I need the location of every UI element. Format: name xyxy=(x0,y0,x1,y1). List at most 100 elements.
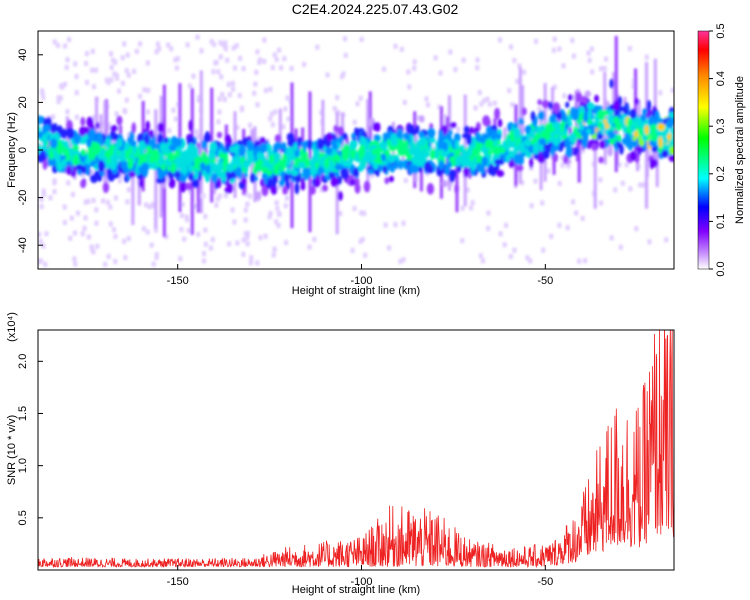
heatmap-cell xyxy=(145,120,150,131)
heatmap-cell xyxy=(145,229,150,235)
heatmap-cell xyxy=(216,69,221,75)
heatmap-cell xyxy=(589,46,594,52)
heatmap-cell xyxy=(203,133,212,143)
heatmap-cell xyxy=(160,153,165,164)
heatmap-cell xyxy=(88,150,95,160)
heatmap-cell xyxy=(218,54,223,60)
heatmap-cell xyxy=(114,111,119,117)
heatmap-cell xyxy=(187,83,192,89)
heatmap-cell xyxy=(476,162,482,173)
heatmap-cell xyxy=(598,156,604,164)
heatmap-cell xyxy=(598,66,603,72)
heatmap-cell xyxy=(285,95,290,101)
heatmap-cell xyxy=(229,146,237,153)
heatmap-cell xyxy=(128,171,136,178)
heatmap-cell xyxy=(537,99,542,106)
heatmap-cell xyxy=(243,207,248,213)
heatmap-cell xyxy=(381,66,386,72)
heatmap-cell xyxy=(38,238,43,244)
heatmap-cell xyxy=(302,61,307,67)
heatmap-cell xyxy=(562,93,567,99)
heatmap-cell xyxy=(475,131,481,143)
heatmap-cell xyxy=(642,108,648,116)
heatmap-cell xyxy=(512,127,521,138)
heatmap-cell xyxy=(361,156,370,164)
heatmap-cell xyxy=(557,222,562,228)
heatmap-cell xyxy=(48,195,53,201)
heatmap-cell xyxy=(496,133,502,140)
heatmap-cell xyxy=(518,67,522,184)
heatmap-cell xyxy=(63,43,68,49)
heatmap-cell xyxy=(43,124,51,133)
heatmap-cell xyxy=(168,178,176,189)
heatmap-cell xyxy=(86,198,91,204)
heatmap-cell xyxy=(283,203,288,209)
heatmap-cell xyxy=(90,141,97,151)
heatmap-cell xyxy=(431,146,436,152)
heatmap-cell xyxy=(194,129,199,135)
heatmap-cell xyxy=(119,173,124,179)
heatmap-cell xyxy=(67,37,72,43)
heatmap-cell xyxy=(637,99,641,132)
heatmap-cell xyxy=(235,125,240,131)
heatmap-cell xyxy=(173,116,178,122)
heatmap-cell xyxy=(409,139,415,150)
heatmap-cell xyxy=(529,203,534,209)
heatmap-cell xyxy=(604,56,609,62)
heatmap-cell xyxy=(178,256,183,262)
heatmap-cell xyxy=(275,206,280,212)
heatmap-cell xyxy=(86,234,91,240)
heatmap-cell xyxy=(185,182,192,191)
heatmap-cell xyxy=(276,223,281,229)
heatmap-cell xyxy=(475,65,480,71)
heatmap-cell xyxy=(597,109,605,120)
heatmap-cell xyxy=(307,244,312,250)
heatmap-cell xyxy=(191,73,196,79)
heatmap-cell xyxy=(123,109,128,115)
heatmap-cell xyxy=(94,207,99,213)
heatmap-cell xyxy=(226,81,231,87)
heatmap-cell xyxy=(387,245,392,251)
heatmap-cell xyxy=(169,46,174,52)
heatmap-cell xyxy=(223,43,228,49)
heatmap-cell xyxy=(115,75,120,81)
heatmap-cell xyxy=(442,141,449,152)
heatmap-cell xyxy=(293,142,298,152)
heatmap-cell xyxy=(577,258,582,264)
heatmap-cell xyxy=(575,92,583,103)
heatmap-cell xyxy=(186,144,194,155)
heatmap-cell xyxy=(202,258,207,264)
heatmap-cell xyxy=(112,154,120,161)
heatmap-cell xyxy=(574,210,579,216)
heatmap-cell xyxy=(42,191,47,197)
heatmap-cell xyxy=(388,175,394,183)
heatmap-cell xyxy=(329,161,334,170)
heatmap-cell xyxy=(243,191,248,197)
heatmap-cell xyxy=(568,132,577,143)
heatmap-cell xyxy=(122,238,127,244)
heatmap-cell xyxy=(274,219,279,225)
chart-title: C2E4.2024.225.07.43.G02 xyxy=(291,1,459,17)
heatmap-cell xyxy=(62,128,67,140)
heatmap-cell xyxy=(433,55,438,61)
heatmap-cell xyxy=(38,258,43,264)
spectrogram-panel: -150 -100 -50 -40 -20 0 20 40 Height of straig… xyxy=(6,30,675,297)
heatmap-cell xyxy=(358,238,363,244)
heatmap-cell xyxy=(80,231,85,237)
heatmap-cell xyxy=(216,131,223,139)
heatmap-cell xyxy=(623,105,629,115)
heatmap-cell xyxy=(467,160,472,168)
colorbar-tick-label: 0.3 xyxy=(715,119,727,134)
spectrogram-y-tick-label: -20 xyxy=(17,190,29,206)
heatmap-cell xyxy=(38,115,41,126)
heatmap-cell xyxy=(442,124,447,136)
heatmap-cell xyxy=(319,187,324,193)
heatmap-cell xyxy=(73,61,78,67)
heatmap-cell xyxy=(51,114,56,120)
heatmap-cell xyxy=(658,136,663,148)
heatmap-cell xyxy=(557,181,562,187)
heatmap-cell xyxy=(494,158,502,165)
heatmap-cell xyxy=(587,118,592,126)
heatmap-cell xyxy=(201,150,207,161)
heatmap-cell xyxy=(450,169,456,181)
